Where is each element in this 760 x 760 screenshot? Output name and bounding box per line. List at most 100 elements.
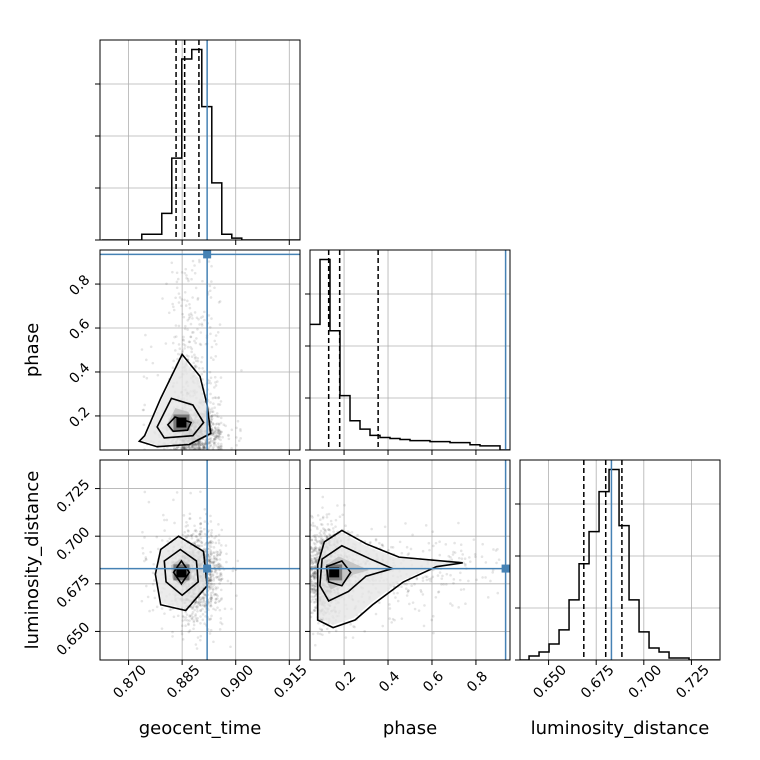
sample-point: [314, 558, 318, 562]
sample-point: [314, 594, 318, 597]
sample-point: [319, 529, 323, 533]
sample-point: [203, 592, 206, 596]
sample-point: [213, 441, 217, 444]
tick-label-luminosity_distance: 0.700: [626, 662, 666, 702]
sample-point: [209, 436, 213, 440]
sample-point: [209, 586, 213, 590]
sample-point: [346, 530, 350, 533]
sample-point: [330, 523, 333, 526]
sample-point: [198, 342, 202, 346]
sample-point: [219, 598, 223, 601]
sample-point: [392, 591, 396, 595]
sample-point: [199, 526, 202, 530]
sample-point: [314, 570, 317, 574]
sample-point: [314, 570, 317, 574]
sample-point: [188, 517, 192, 520]
sample-point: [174, 447, 178, 450]
sample-point: [219, 447, 223, 450]
sample-point: [312, 549, 315, 552]
sample-point: [314, 589, 317, 592]
sample-point: [187, 446, 191, 450]
sample-point: [184, 447, 187, 450]
sample-point: [311, 571, 315, 575]
histogram-luminosity_distance: [520, 468, 720, 660]
sample-point: [194, 643, 198, 646]
sample-point: [216, 435, 219, 439]
sample-point: [396, 599, 400, 603]
sample-point: [316, 632, 320, 635]
sample-point: [204, 439, 207, 442]
sample-point: [190, 355, 194, 358]
sample-point: [212, 563, 215, 567]
sample-point: [171, 635, 174, 638]
tick-label-luminosity_distance: 0.650: [530, 662, 570, 702]
sample-point: [209, 444, 213, 448]
sample-point: [214, 381, 217, 384]
sample-point: [313, 576, 317, 579]
sample-point: [197, 441, 201, 444]
sample-point: [313, 573, 316, 576]
sample-point: [219, 617, 223, 620]
sample-point: [179, 446, 183, 450]
sample-point: [171, 270, 174, 274]
sample-point: [322, 527, 325, 530]
sample-point: [199, 597, 203, 601]
sample-point: [207, 314, 211, 317]
sample-point: [351, 636, 355, 639]
sample-point: [325, 534, 329, 538]
sample-point: [209, 594, 213, 597]
sample-point: [424, 524, 428, 527]
sample-point: [215, 342, 218, 346]
sample-point: [195, 442, 198, 446]
sample-point: [197, 446, 201, 449]
sample-point: [316, 550, 319, 554]
sample-point: [310, 560, 313, 563]
sample-point: [313, 569, 317, 573]
sample-point: [189, 312, 193, 315]
sample-point: [239, 437, 242, 440]
density-peak: [176, 567, 187, 578]
sample-point: [313, 594, 317, 598]
sample-point: [313, 576, 317, 580]
sample-point: [315, 552, 319, 556]
x-axis-label-phase: phase: [383, 718, 437, 739]
sample-point: [213, 426, 217, 430]
sample-point: [184, 610, 187, 614]
sample-point: [199, 529, 203, 533]
sample-point: [213, 570, 217, 574]
sample-point: [214, 586, 217, 589]
sample-point: [328, 533, 332, 537]
sample-point: [194, 605, 198, 609]
sample-point: [211, 432, 215, 436]
sample-point: [209, 545, 213, 548]
sample-point: [164, 342, 168, 345]
sample-point: [204, 602, 207, 606]
sample-point: [201, 279, 204, 283]
sample-point: [208, 587, 212, 591]
sample-point: [188, 512, 192, 516]
sample-point: [491, 571, 495, 574]
sample-point: [430, 618, 434, 622]
sample-point: [214, 570, 217, 573]
sample-point: [156, 547, 160, 551]
sample-point: [201, 442, 205, 446]
sample-point: [236, 559, 240, 563]
sample-point: [462, 561, 465, 565]
sample-point: [213, 406, 217, 409]
sample-point: [184, 304, 188, 307]
tick-label-phase: 0.8: [464, 668, 491, 695]
sample-point: [197, 446, 200, 449]
sample-point: [207, 437, 211, 441]
sample-point: [201, 600, 205, 604]
sample-point: [187, 622, 190, 625]
sample-point: [208, 544, 211, 547]
sample-point: [319, 533, 323, 537]
sample-point: [202, 596, 206, 600]
sample-point: [311, 583, 315, 587]
sample-point: [215, 565, 219, 569]
sample-point: [208, 370, 212, 374]
sample-point: [219, 621, 222, 624]
sample-point: [313, 606, 317, 609]
sample-point: [415, 576, 419, 580]
sample-point: [321, 539, 325, 542]
